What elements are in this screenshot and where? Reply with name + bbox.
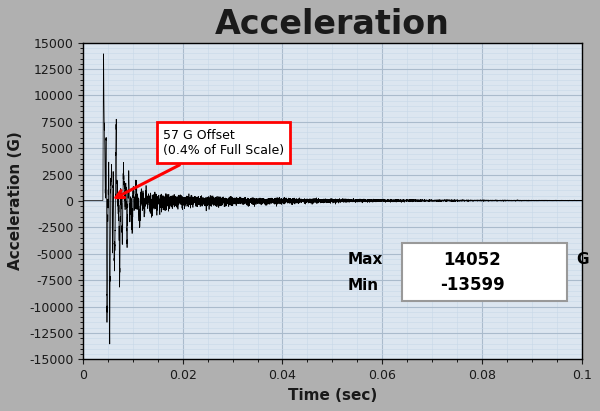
Text: Min: Min xyxy=(347,277,379,293)
Text: -13599: -13599 xyxy=(440,276,505,294)
Text: Max: Max xyxy=(347,252,383,267)
X-axis label: Time (sec): Time (sec) xyxy=(288,388,377,403)
Text: G: G xyxy=(577,252,589,267)
Text: 57 G Offset
(0.4% of Full Scale): 57 G Offset (0.4% of Full Scale) xyxy=(116,129,284,198)
Y-axis label: Acceleration (G): Acceleration (G) xyxy=(8,132,23,270)
Title: Acceleration: Acceleration xyxy=(215,8,450,42)
Text: 14052: 14052 xyxy=(443,251,501,268)
FancyBboxPatch shape xyxy=(402,243,567,301)
